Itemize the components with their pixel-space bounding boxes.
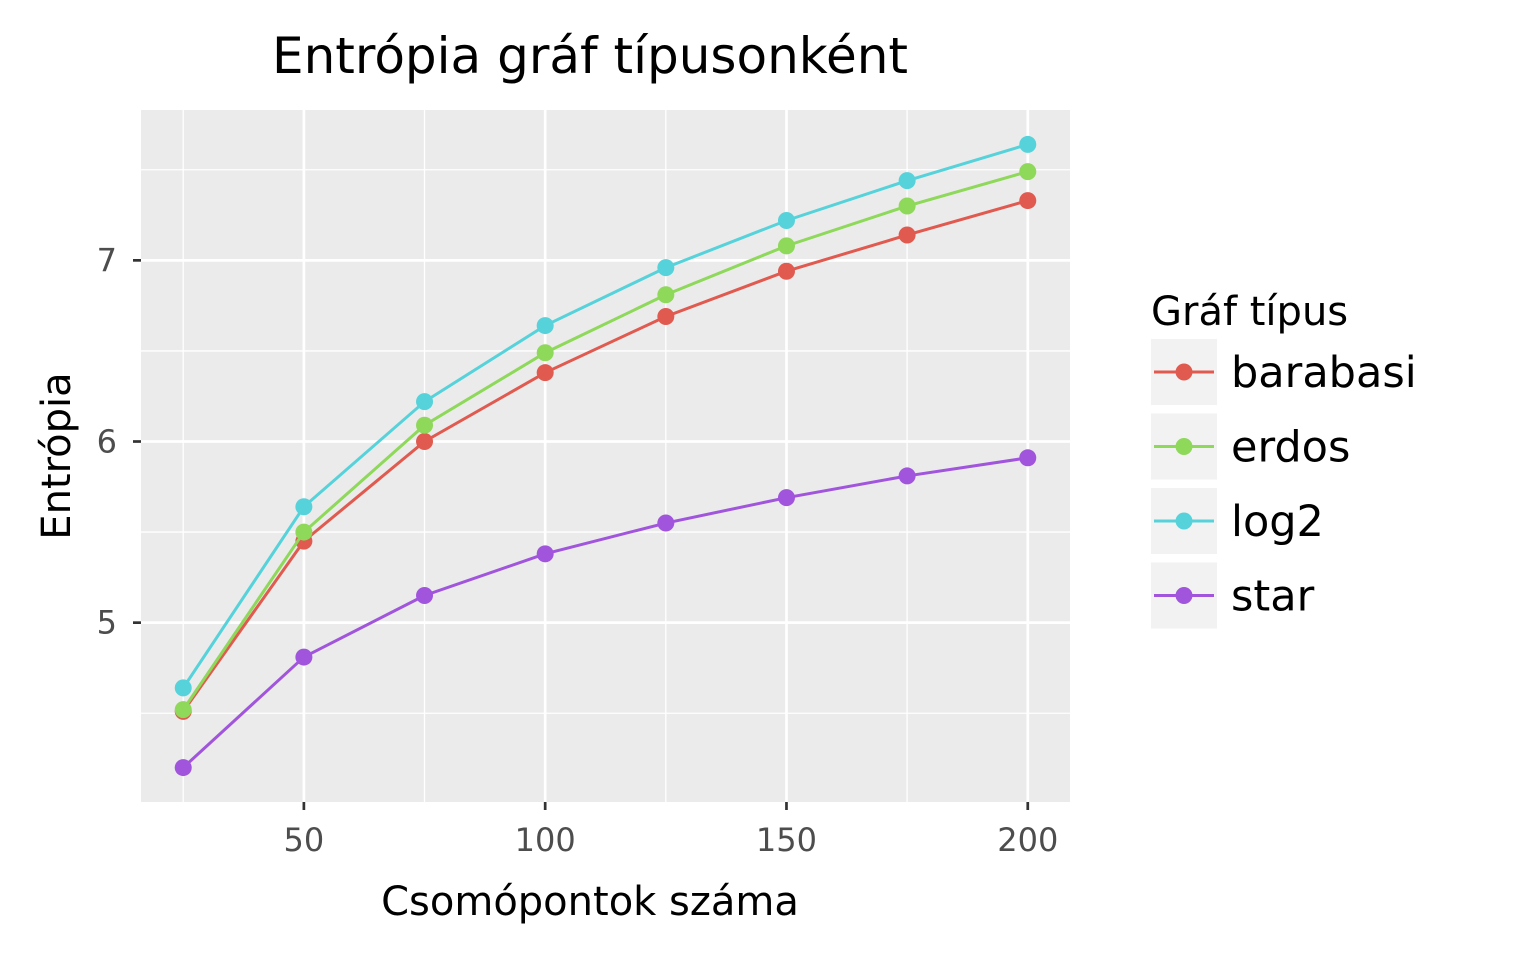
legend-item-log2: log2 [1151,488,1324,554]
data-point [898,467,916,485]
data-point [174,759,192,777]
series-line [181,170,1029,711]
x-axis-title: Csomópontok száma [381,879,799,925]
axes: 50 100 150 200 5 6 7 [97,241,1059,859]
data-point [1019,135,1037,153]
data-point [174,701,192,719]
legend-title: Gráf típus [1151,289,1348,335]
data-point [1019,449,1037,467]
legend-key-point [1175,438,1193,455]
series-line [182,199,1029,713]
series-line [182,456,1028,769]
series-star [174,449,1037,777]
data-point [416,586,434,604]
data-point [657,514,675,532]
y-tick-label: 5 [97,604,117,642]
data-point [416,393,434,411]
legend-key-point [1175,363,1193,381]
data-point [295,498,313,516]
x-tick-label: 50 [284,821,325,859]
data-point [1019,192,1037,210]
series-erdos [174,163,1037,719]
legend-item-star: star [1151,562,1315,629]
legend-item-barabasi: barabasi [1151,339,1417,405]
x-tick-label: 100 [515,821,576,859]
y-tick-label: 7 [97,241,117,279]
series-log2 [174,135,1037,697]
data-point [898,197,916,215]
data-point [416,416,434,434]
grid-lines [141,110,1070,802]
series-layer [174,135,1037,777]
data-point [536,344,554,362]
data-point [898,226,916,244]
series-line [181,142,1029,689]
data-point [657,308,675,326]
data-point [898,172,916,190]
legend-item-erdos: erdos [1151,413,1350,480]
data-point [657,286,675,304]
data-point [777,237,795,255]
data-point [416,433,434,451]
data-point [1019,163,1037,181]
chart-title: Entrópia gráf típusonként [272,27,908,85]
data-point [174,679,192,697]
data-point [777,262,795,280]
legend-label: erdos [1231,423,1350,473]
data-point [295,648,313,666]
legend-label: star [1231,572,1315,622]
data-point [536,364,554,382]
legend-key-point [1175,512,1193,530]
legend-label: barabasi [1231,348,1417,398]
data-point [536,545,554,563]
data-point [777,212,795,230]
legend-label: log2 [1231,497,1324,547]
data-point [777,489,795,507]
y-axis-title: Entrópia [34,372,80,539]
plot-panel [141,110,1070,802]
x-tick-label: 200 [997,821,1058,859]
x-tick-label: 150 [756,821,817,859]
data-point [536,317,554,335]
legend-key-point [1175,587,1193,604]
data-point [657,259,675,277]
legend: Gráf típus barabasi erdos log2 star [1151,289,1417,629]
data-point [295,523,313,541]
y-tick-label: 6 [97,423,117,461]
